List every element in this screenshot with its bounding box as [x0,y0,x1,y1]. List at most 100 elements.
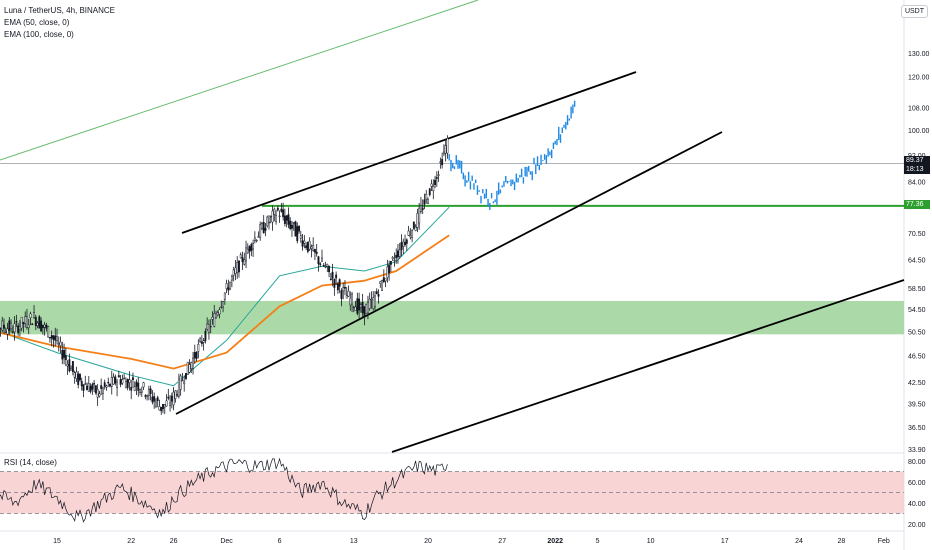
candle-body [82,384,85,391]
ema50-legend[interactable]: EMA (50, close, 0) [4,18,70,27]
candle-body [372,297,375,309]
candle-body [393,259,396,262]
candle-body [398,249,401,257]
candle-body [223,292,226,300]
candle-body [123,377,126,380]
candle-body [241,257,244,262]
candle-body [101,387,104,394]
candle [409,228,412,240]
candle [20,316,23,332]
candle [11,325,14,334]
candle [344,280,346,296]
candle [236,256,239,279]
candle-body [160,406,163,412]
candle [425,190,428,204]
candle [8,316,11,335]
candle [165,394,168,407]
ema50-line [0,206,450,387]
candle-body [79,373,81,381]
candle-body [336,283,339,291]
price-tick-label: 36.50 [908,425,926,432]
candle [84,375,87,385]
candle [331,263,334,287]
candle-body [255,239,258,242]
candle [225,279,228,294]
candle [167,388,170,401]
candle-body [230,275,233,281]
candle [186,361,189,375]
candle [6,322,9,340]
candle-body [276,207,279,211]
candle-body [162,403,164,410]
candle-body [170,395,173,402]
candle [230,274,233,288]
last-price-value: 89.37 [906,157,924,164]
candle [197,339,200,359]
rsi-legend[interactable]: RSI (14, close) [4,458,57,467]
ema100-legend[interactable]: EMA (100, close, 0) [4,30,74,39]
candle [298,225,300,235]
candle-body [322,264,325,267]
candle [315,244,318,257]
candle-body [215,313,217,318]
candle [107,377,110,387]
candle-body [432,186,435,192]
long-trend-line [391,279,905,453]
candle-body [87,383,90,392]
candle [117,370,120,378]
candle-body [402,241,405,247]
candle-body [365,304,368,314]
candle-body [94,385,97,394]
candle [170,392,173,409]
symbol-title[interactable]: Luna / TetherUS, 4h, BINANCE [4,6,116,15]
last-price-tag: 89.37 18:13 [904,156,930,174]
candle [190,361,193,374]
candle-body [253,237,256,241]
candle-body [234,267,237,274]
candle [305,242,308,250]
candle [94,385,97,395]
currency-button[interactable]: USDT [900,5,928,18]
candle-body [298,225,300,232]
candle [146,394,149,401]
candle-body [227,287,230,291]
candle [80,377,83,391]
candle-body [177,378,180,397]
candle-body [64,355,67,361]
candle-body [283,215,286,224]
channel-upper-line [181,71,637,234]
candle-body [248,246,251,252]
candle-body [142,382,145,388]
price-tick-label: 100.00 [908,128,930,135]
rsi-line [0,457,448,523]
candle [188,359,191,374]
candle-body [119,379,122,385]
candle-body [70,367,73,371]
candle-body [130,386,133,391]
candle-body [412,221,415,229]
candle [366,295,369,320]
candle-body [312,244,315,251]
candle-body [216,312,219,316]
candle [79,373,81,382]
candle-body [179,375,182,390]
candle [206,317,209,332]
candle-body [351,293,353,305]
candle-body [114,376,117,384]
candle [75,366,78,383]
candle [388,260,391,281]
candle-body [199,338,202,342]
candle [3,318,5,335]
candle [306,241,309,254]
price-tick-label: 42.50 [908,380,926,387]
candle-body [305,245,308,248]
candle [354,300,357,311]
candle [202,338,205,351]
candle [234,259,237,281]
candle-body [6,328,9,335]
time-tick-label: 13 [350,538,358,545]
candle-body [84,383,87,385]
candle [301,233,304,251]
candle-body [73,372,76,378]
